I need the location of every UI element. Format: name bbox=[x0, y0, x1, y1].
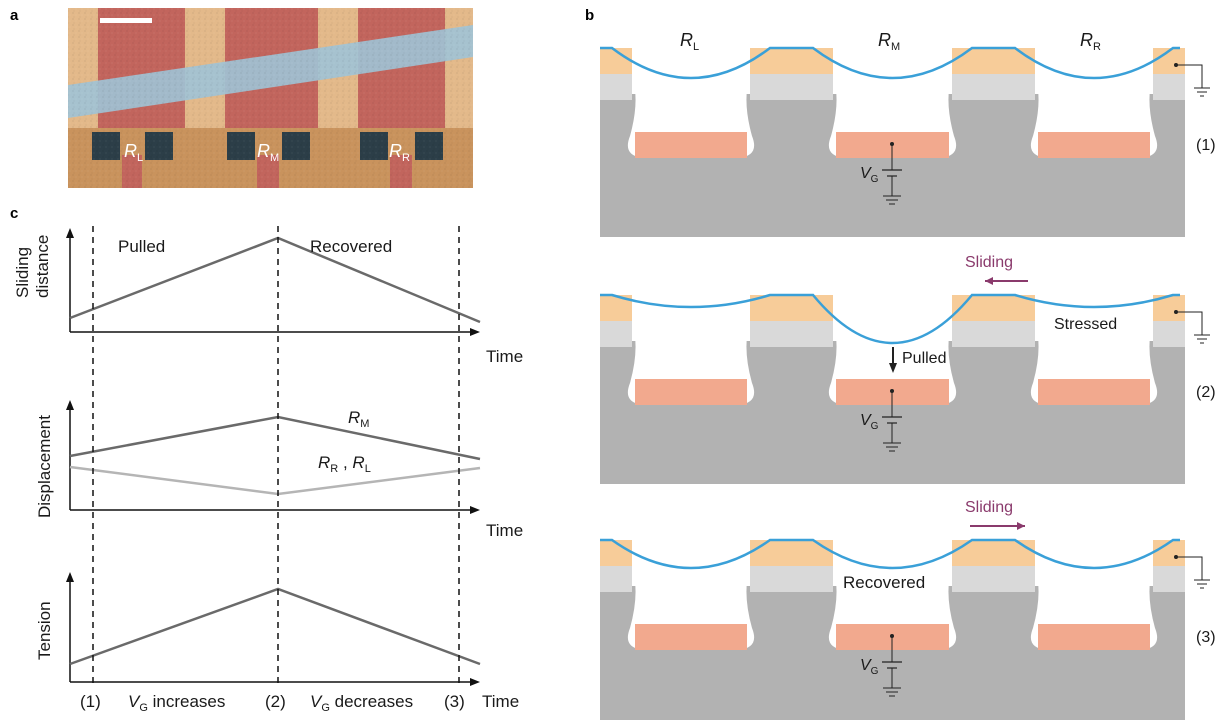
y-axis-label: Tension bbox=[35, 601, 54, 660]
pulled-label: Pulled bbox=[902, 350, 946, 367]
gate-electrode bbox=[1038, 379, 1150, 405]
schematic-state-3: VG (3) Sliding Recovered bbox=[600, 499, 1216, 720]
cavity bbox=[627, 48, 755, 158]
micro-label-rr: RR bbox=[389, 141, 410, 164]
schematics: VG (1) RL RM RR VG (2) Sliding Stressed Pulled VG (… bbox=[600, 30, 1216, 720]
state-index: (1) bbox=[1196, 137, 1216, 154]
panel-letter-b: b bbox=[585, 7, 594, 24]
state-index: (3) bbox=[1196, 629, 1216, 646]
membrane bbox=[600, 538, 1180, 570]
y-axis-label: Displacement bbox=[35, 415, 54, 518]
gate-voltage-label: VG bbox=[860, 657, 879, 677]
oxide-layer bbox=[750, 74, 833, 100]
oxide-layer bbox=[952, 74, 1035, 100]
x-axis-label: Time bbox=[486, 521, 523, 540]
marker-label-3: (3) bbox=[444, 692, 465, 711]
oxide-layer bbox=[750, 566, 833, 592]
oxide-layer bbox=[952, 321, 1035, 347]
resonator-label-r: RR bbox=[1080, 30, 1101, 53]
panel-letter-c: c bbox=[10, 205, 18, 222]
cavity bbox=[828, 48, 957, 158]
schematic-state-1: VG (1) RL RM RR bbox=[600, 30, 1216, 237]
panel-letter-a: a bbox=[10, 7, 19, 24]
micro-label-rl: RL bbox=[124, 141, 143, 164]
membrane bbox=[600, 293, 1180, 345]
electrode-layer bbox=[1153, 540, 1185, 566]
electrode-layer bbox=[952, 48, 1035, 74]
oxide-layer bbox=[1153, 74, 1185, 100]
rm-series-label: RM bbox=[348, 408, 369, 430]
x-axis-label-end: Time bbox=[482, 692, 519, 711]
recovered-phase-label: Recovered bbox=[310, 237, 392, 256]
timeline: Pulled Recovered Time Sliding distance RM RR ,… bbox=[13, 226, 523, 714]
cavity bbox=[627, 540, 755, 650]
plot-3: Tension bbox=[35, 572, 481, 686]
oxide-layer bbox=[1153, 321, 1185, 347]
electrode-layer bbox=[750, 295, 833, 321]
x-axis-arrowhead bbox=[470, 678, 480, 686]
tension-curve bbox=[69, 587, 481, 666]
resonator-label-l: RL bbox=[680, 30, 699, 53]
oxide-layer bbox=[1153, 566, 1185, 592]
oxide-layer bbox=[750, 321, 833, 347]
cavity bbox=[828, 540, 957, 650]
y-axis-label-line2: distance bbox=[33, 235, 52, 298]
cavity bbox=[627, 295, 755, 405]
state-index: (2) bbox=[1196, 384, 1216, 401]
micro-label-rm: RM bbox=[257, 141, 279, 164]
recovered-label: Recovered bbox=[843, 573, 925, 592]
cavity bbox=[1030, 48, 1158, 158]
x-axis-arrowhead bbox=[470, 328, 480, 336]
phase2-label: VG decreases bbox=[310, 692, 413, 714]
sliding-arrowhead bbox=[1017, 522, 1025, 530]
phase1-label: VG increases bbox=[128, 692, 225, 714]
ground-wire bbox=[1176, 311, 1203, 335]
stressed-label: Stressed bbox=[1054, 316, 1117, 333]
plot-1: Pulled Recovered Time Sliding distance bbox=[13, 228, 523, 366]
gate-voltage-label: VG bbox=[860, 412, 879, 432]
marker-label-2: (2) bbox=[265, 692, 286, 711]
micrograph: RL RM RR bbox=[68, 8, 473, 188]
scale-bar bbox=[100, 18, 152, 23]
rm-curve bbox=[69, 415, 481, 461]
oxide-layer bbox=[600, 566, 632, 592]
electrode-layer bbox=[952, 295, 1035, 321]
gate-electrode bbox=[635, 379, 747, 405]
y-axis-arrowhead bbox=[66, 228, 74, 238]
x-axis-arrowhead bbox=[470, 506, 480, 514]
rr-rl-series-label: RR , RL bbox=[318, 453, 371, 475]
gate-electrode bbox=[1038, 132, 1150, 158]
resonator-label-m: RM bbox=[878, 30, 900, 53]
ground-wire bbox=[1176, 64, 1203, 88]
electrode-layer bbox=[600, 540, 632, 566]
gate-electrode bbox=[635, 624, 747, 650]
electrode-layer bbox=[750, 48, 833, 74]
micrograph-texture bbox=[68, 8, 473, 188]
oxide-layer bbox=[600, 74, 632, 100]
oxide-layer bbox=[600, 321, 632, 347]
cavity bbox=[1030, 295, 1158, 405]
ground-wire bbox=[1176, 556, 1203, 580]
plot-2: RM RR , RL Time Displacement bbox=[35, 400, 523, 540]
cavity bbox=[1030, 540, 1158, 650]
membrane bbox=[600, 46, 1180, 80]
gate-electrode bbox=[1038, 624, 1150, 650]
pulled-phase-label: Pulled bbox=[118, 237, 165, 256]
y-axis-label-line1: Sliding bbox=[13, 247, 32, 298]
marker-label-1: (1) bbox=[80, 692, 101, 711]
sliding-label: Sliding bbox=[965, 254, 1013, 271]
y-axis-arrowhead bbox=[66, 572, 74, 582]
x-axis-label: Time bbox=[486, 347, 523, 366]
sliding-label: Sliding bbox=[965, 499, 1013, 516]
pulled-arrowhead bbox=[889, 363, 897, 373]
sliding-arrowhead bbox=[985, 277, 993, 285]
rr-rl-curve bbox=[69, 465, 481, 496]
schematic-state-2: VG (2) Sliding Stressed Pulled bbox=[600, 254, 1216, 484]
gate-electrode bbox=[635, 132, 747, 158]
gate-voltage-label: VG bbox=[860, 165, 879, 185]
oxide-layer bbox=[952, 566, 1035, 592]
y-axis-arrowhead bbox=[66, 400, 74, 410]
